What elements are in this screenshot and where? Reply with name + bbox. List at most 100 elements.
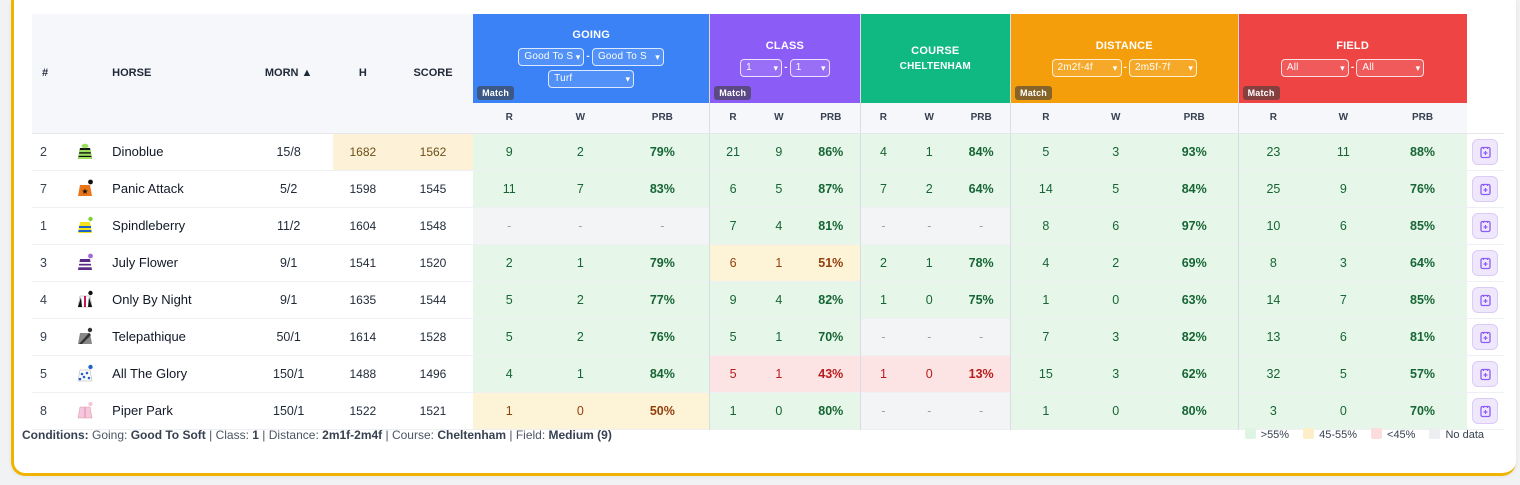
course-prb-header: PRB <box>952 103 1011 134</box>
going-from-select[interactable]: Good To S ▾ <box>518 47 585 66</box>
col-header-morn[interactable]: MORN ▲ <box>244 14 333 134</box>
going-runs: 5 <box>473 281 546 318</box>
field-runs: 10 <box>1237 207 1309 244</box>
field-runs: 13 <box>1237 318 1309 355</box>
conditions-summary: Conditions: Going: Good To Soft | Class:… <box>22 428 612 442</box>
field-to-select[interactable]: All ▾ <box>1356 58 1425 77</box>
course-wins: - <box>906 318 953 355</box>
table-row[interactable]: 3 July Flower 9/1 1541 1520 2 1 79% 6 1 51% 2 1 78% 4 2… <box>32 244 1504 281</box>
note-icon <box>1480 368 1491 380</box>
add-note-button[interactable] <box>1472 360 1499 387</box>
field-from-select[interactable]: All ▾ <box>1280 58 1349 77</box>
add-note-button[interactable] <box>1472 138 1499 165</box>
course-prb: 13% <box>952 355 1011 392</box>
going-runs: 11 <box>473 170 546 207</box>
class-runs: 7 <box>709 207 756 244</box>
add-note-button[interactable] <box>1472 323 1499 350</box>
table-row[interactable]: 2 Dinoblue 15/8 1682 1562 9 2 79% 21 9 86% 4 1 84% 5 3 9… <box>32 133 1504 170</box>
distance-wins: 0 <box>1080 392 1151 429</box>
going-prb: 77% <box>615 281 710 318</box>
class-wins: 0 <box>755 392 802 429</box>
distance-wins: 3 <box>1080 133 1151 170</box>
jockey-silk-icon <box>75 290 95 310</box>
col-header-score[interactable]: SCORE <box>392 14 474 134</box>
table-wrapper: # HORSE MORN ▲ H SCORE GOING Good To S ▾ -… <box>32 14 1504 430</box>
class-runs: 5 <box>709 318 756 355</box>
add-note-button[interactable] <box>1472 397 1499 424</box>
class-wins: 4 <box>755 281 802 318</box>
going-runs: - <box>473 207 546 244</box>
class-runs: 5 <box>709 355 756 392</box>
class-wins: 1 <box>755 355 802 392</box>
going-title: GOING <box>572 29 610 42</box>
going-prb: 79% <box>615 244 710 281</box>
silk-cell <box>66 281 104 318</box>
going-wins: 0 <box>545 392 616 429</box>
horse-name[interactable]: All The Glory <box>112 366 188 381</box>
jockey-silk-icon <box>75 253 95 273</box>
add-note-button[interactable] <box>1472 175 1499 202</box>
jockey-silk-icon <box>75 216 95 236</box>
course-wins: - <box>906 207 953 244</box>
going-to-select[interactable]: Good To S ▾ <box>591 47 664 66</box>
course-runs: 2 <box>859 244 907 281</box>
distance-from-select[interactable]: 2m2f-4f ▾ <box>1051 58 1122 77</box>
horse-name[interactable]: Only By Night <box>112 292 192 307</box>
legend-label: >55% <box>1260 429 1290 441</box>
table-row[interactable]: 5 All The Glory 150/1 1488 1496 4 1 84% 5 1 43% 1 0 1… <box>32 355 1504 392</box>
horse-name[interactable]: Telepathique <box>112 329 186 344</box>
silk-cell <box>66 133 104 170</box>
score-value: 1496 <box>419 366 447 381</box>
class-wins: 4 <box>755 207 802 244</box>
class-from-select[interactable]: 1 ▾ <box>740 58 783 77</box>
horse-name[interactable]: July Flower <box>112 255 178 270</box>
horse-name[interactable]: Dinoblue <box>112 144 164 159</box>
class-wins: 9 <box>755 133 802 170</box>
field-w-header: W <box>1308 103 1379 134</box>
distance-runs: 1 <box>1009 392 1081 429</box>
col-header-actions <box>1466 14 1504 134</box>
distance-wins: 0 <box>1080 281 1151 318</box>
distance-to-select[interactable]: 2m5f-7f ▾ <box>1129 58 1198 77</box>
silk-cell <box>66 207 104 244</box>
col-header-horse[interactable]: HORSE <box>104 14 245 134</box>
field-match-button[interactable]: Match <box>1242 86 1280 100</box>
distance-match-button[interactable]: Match <box>1015 86 1053 100</box>
horse-name[interactable]: Panic Attack <box>112 181 184 196</box>
col-header-h[interactable]: H <box>332 14 393 134</box>
going-prb: - <box>615 207 710 244</box>
table-row[interactable]: 1 Spindleberry 11/2 1604 1548- - -7 4 81% - - -8 6 97… <box>32 207 1504 244</box>
add-note-button[interactable] <box>1472 286 1499 313</box>
course-runs: 1 <box>859 355 907 392</box>
distance-prb: 80% <box>1150 392 1239 429</box>
horse-name[interactable]: Piper Park <box>112 403 173 418</box>
add-note-button[interactable] <box>1472 249 1499 276</box>
course-runs: - <box>859 207 907 244</box>
table-row[interactable]: 7 ★ Panic Attack 5/2 1598 1545 11 7 83% 6 5 87% 7 2 64… <box>32 170 1504 207</box>
field-wins: 3 <box>1308 244 1379 281</box>
distance-prb: 97% <box>1150 207 1239 244</box>
field-prb: 64% <box>1378 244 1467 281</box>
table-row[interactable]: 8 Piper Park 150/1 1522 1521 1 0 50% 1 0 80% - - -1 0 8… <box>32 392 1504 429</box>
class-prb: 87% <box>801 170 861 207</box>
class-match-button[interactable]: Match <box>714 86 752 100</box>
field-runs: 32 <box>1237 355 1309 392</box>
going-surface-select[interactable]: Turf ▾ <box>548 69 635 88</box>
h-rating: 1522 <box>349 403 377 418</box>
score-value: 1548 <box>419 218 447 233</box>
going-match-button[interactable]: Match <box>477 86 515 100</box>
class-to-select[interactable]: 1 ▾ <box>789 58 830 77</box>
field-runs: 3 <box>1237 392 1309 429</box>
distance-w-header: W <box>1080 103 1151 134</box>
h-rating: 1598 <box>349 181 377 196</box>
add-note-button[interactable] <box>1472 212 1499 239</box>
field-r-header: R <box>1237 103 1309 134</box>
table-row[interactable]: 4 Only By Night 9/1 1635 1544 5 2 77% 9 4 82% 1 0 75%… <box>32 281 1504 318</box>
field-runs: 8 <box>1237 244 1309 281</box>
h-rating: 1635 <box>349 292 377 307</box>
class-runs: 1 <box>709 392 756 429</box>
going-wins: 2 <box>545 133 616 170</box>
horse-name[interactable]: Spindleberry <box>112 218 186 233</box>
course-title: COURSE <box>911 45 960 57</box>
table-row[interactable]: 9 Telepathique 50/1 1614 1528 5 2 76% 5 1 70% - - -7 3… <box>32 318 1504 355</box>
